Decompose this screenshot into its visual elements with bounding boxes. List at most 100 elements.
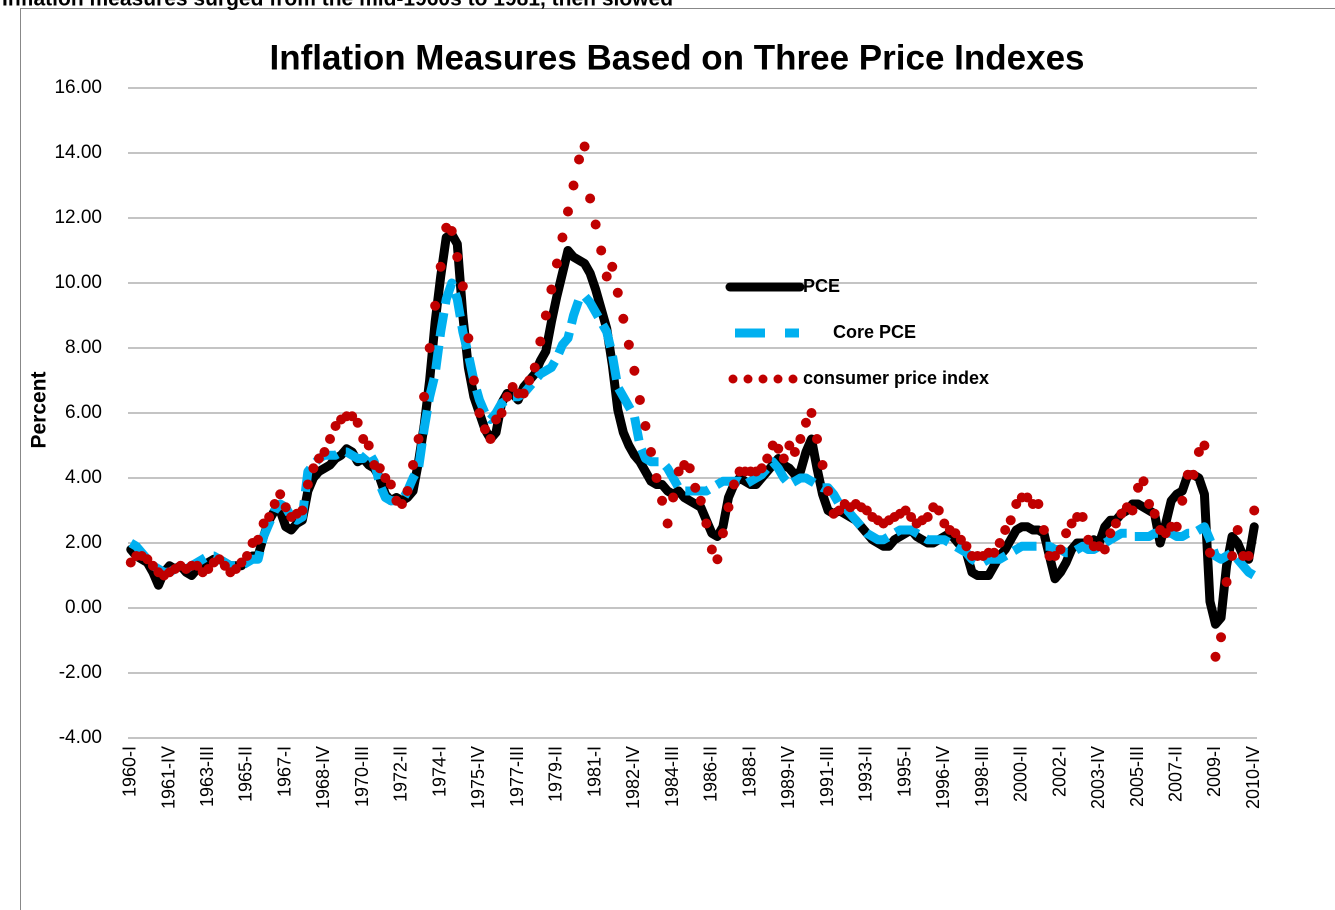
x-tick-label: 1988-I [739,746,759,797]
data-point [358,434,369,444]
data-point [756,463,767,474]
legend-label: consumer price index [803,368,989,388]
data-point [706,544,717,555]
data-point [374,463,385,474]
data-point [806,408,817,418]
x-tick-label: 2002-I [1049,746,1069,797]
data-point [535,336,546,347]
data-point [645,447,656,457]
data-point [125,557,136,568]
data-point [1011,499,1022,509]
data-point [435,261,446,272]
legend-swatch [788,374,798,384]
data-point [861,505,872,516]
y-tick-label: 8.00 [65,337,102,358]
data-point [1105,528,1116,539]
data-point [1243,551,1254,561]
x-tick-label: 1996-IV [933,746,953,809]
data-point [574,154,585,165]
y-tick-label: 12.00 [54,207,102,228]
data-point [800,417,811,428]
data-point [562,206,573,217]
data-point [1188,469,1199,480]
data-point [994,538,1005,548]
data-point [419,391,430,402]
data-point [585,193,596,204]
data-point [1049,551,1060,561]
data-point [325,434,336,444]
data-point [784,440,795,451]
data-point [1061,528,1072,539]
data-point [1099,544,1110,555]
data-point [363,440,374,451]
legend-swatch [743,374,753,384]
x-tick-label: 2003-IV [1088,746,1108,809]
data-point [385,479,396,490]
data-point [607,261,618,272]
data-point [651,473,662,483]
data-point [214,554,225,565]
data-point [264,512,275,522]
data-point [380,473,391,483]
x-tick-label: 2005-III [1127,746,1147,807]
data-point [1000,525,1011,535]
data-point [1083,534,1094,545]
legend-label: PCE [803,276,840,296]
data-point [408,460,419,470]
data-point [546,284,557,295]
data-point [540,310,551,321]
chart-border [20,8,1335,910]
x-tick-label: 1981-I [584,746,604,797]
data-point [723,502,734,513]
data-point [1055,544,1066,555]
data-point [269,499,280,509]
y-tick-label: 2.00 [65,532,102,553]
data-point [457,281,468,292]
x-tick-label: 1974-I [429,746,449,797]
data-point [236,557,247,568]
data-point [1193,447,1204,457]
x-tick-label: 1961-IV [158,746,178,809]
x-tick-label: 2007-II [1166,746,1186,802]
data-point [463,333,474,344]
data-point [778,453,789,464]
data-point [1210,651,1221,662]
data-point [823,486,834,496]
data-point [623,339,634,350]
data-point [1077,512,1088,522]
data-point [1227,551,1238,561]
data-point [347,411,358,422]
series-line [126,229,1259,629]
x-tick-label: 1968-IV [313,746,333,809]
data-point [1038,525,1049,535]
x-tick-label: 1972-II [391,746,411,802]
data-point [568,180,579,191]
data-point [729,479,740,490]
data-point [961,541,972,552]
x-tick-label: 1977-III [507,746,527,807]
x-tick-label: 1984-III [662,746,682,807]
data-point [147,560,158,571]
x-tick-label: 2009-I [1204,746,1224,797]
data-point [192,560,203,571]
data-point [430,300,441,311]
data-point [253,534,264,545]
data-point [402,486,413,496]
data-point [690,482,701,493]
x-tick-label: 1982-IV [623,746,643,809]
data-point [701,518,712,529]
data-point [1249,505,1260,516]
x-tick-label: 2010-IV [1243,746,1263,809]
data-point [485,434,496,444]
data-point [557,232,568,243]
data-point [933,505,944,516]
data-point [518,388,529,399]
data-point [524,375,535,386]
data-point [596,245,607,256]
data-point [950,528,961,539]
y-axis-label: Percent [28,371,51,448]
data-point [640,421,651,431]
y-tick-label: 10.00 [54,272,102,293]
legend-label: Core PCE [833,322,916,342]
